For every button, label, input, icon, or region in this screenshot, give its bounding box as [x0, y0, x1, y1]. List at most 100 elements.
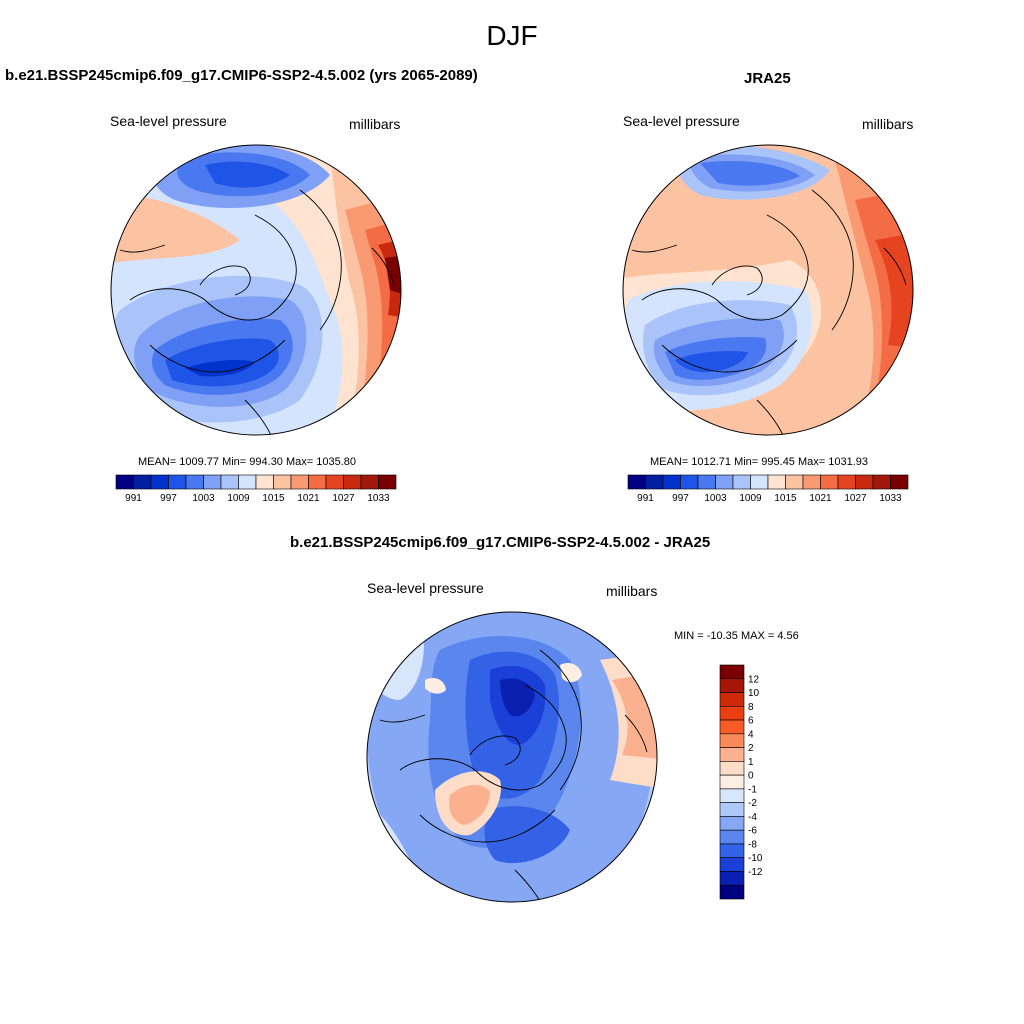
obs-colorbar-tick: 1021 — [809, 493, 832, 504]
obs-colorbar-box — [662, 474, 681, 490]
model-colorbar-box — [273, 474, 292, 490]
obs-colorbar-box — [645, 474, 664, 490]
diff-colorbar-box — [719, 747, 745, 762]
obs-colorbar-tick: 1015 — [774, 493, 797, 504]
obs-colorbar-box — [715, 474, 734, 490]
diff-colorbar-box — [719, 705, 745, 721]
model-colorbar-box — [238, 474, 257, 490]
obs-colorbar-box — [767, 474, 786, 490]
obs-colorbar-box — [802, 474, 821, 490]
obs-colorbar-box — [732, 474, 751, 490]
diff-colorbar-box — [719, 664, 745, 680]
obs-left-label: Sea-level pressure — [623, 113, 740, 129]
diff-colorbar-box — [719, 802, 745, 817]
diff-colorbar-tick: 8 — [748, 702, 754, 713]
model-colorbar: 991 997 1003 1009 1015 1021 1027 1033 — [115, 474, 397, 504]
diff-colorbar-tick: 2 — [748, 743, 754, 754]
obs-colorbar-tick: 997 — [672, 493, 689, 504]
model-colorbar-box — [325, 474, 344, 490]
diff-left-label: Sea-level pressure — [367, 580, 484, 596]
diff-slp-map — [366, 611, 658, 903]
model-colorbar-tick: 1027 — [332, 493, 355, 504]
obs-colorbar-box — [890, 474, 909, 490]
obs-units-label: millibars — [862, 116, 914, 132]
model-colorbar-box — [255, 474, 274, 490]
diff-colorbar-tick: 12 — [748, 674, 760, 685]
diff-colorbar-box — [719, 774, 745, 790]
diff-colorbar-tick: -6 — [748, 826, 757, 837]
diff-colorbar-tick: 0 — [748, 771, 754, 782]
diff-colorbar-tick: -10 — [748, 853, 763, 864]
model-colorbar-box — [203, 474, 222, 490]
diff-panel-title: b.e21.BSSP245cmip6.f09_g17.CMIP6-SSP2-4.… — [290, 534, 711, 551]
obs-colorbar-box — [697, 474, 716, 490]
model-colorbar-tick: 1033 — [367, 493, 390, 504]
diff-stats: MIN = -10.35 MAX = 4.56 — [674, 630, 799, 642]
diff-colorbar-box — [719, 884, 745, 900]
obs-colorbar-tick: 991 — [637, 493, 654, 504]
diff-colorbar-box — [719, 719, 745, 735]
obs-colorbar-tick: 1033 — [879, 493, 902, 504]
diff-colorbar-box — [719, 678, 745, 693]
diff-colorbar-box — [719, 829, 745, 845]
model-colorbar-box — [290, 474, 309, 490]
model-colorbar-tick: 997 — [160, 493, 177, 504]
diff-colorbar-tick: 10 — [748, 688, 760, 699]
model-colorbar-box — [378, 474, 397, 490]
obs-colorbar-tick: 1027 — [844, 493, 867, 504]
obs-colorbar: 991 997 1003 1009 1015 1021 1027 1033 — [627, 474, 909, 504]
diff-colorbar-box — [719, 871, 745, 886]
model-colorbar-box — [133, 474, 152, 490]
diff-colorbar-box — [719, 788, 745, 803]
obs-colorbar-box — [785, 474, 804, 490]
diff-colorbar-box — [719, 857, 745, 872]
model-colorbar-box — [308, 474, 327, 490]
model-colorbar-box — [168, 474, 187, 490]
obs-panel-title: JRA25 — [744, 70, 791, 87]
diff-colorbar-box — [719, 692, 745, 707]
model-colorbar-tick: 1021 — [297, 493, 320, 504]
model-colorbar-tick: 1015 — [262, 493, 285, 504]
obs-colorbar-box — [680, 474, 699, 490]
model-colorbar-tick: 1009 — [227, 493, 250, 504]
model-colorbar-box — [150, 474, 169, 490]
model-colorbar-tick: 1003 — [192, 493, 215, 504]
diff-colorbar-box — [719, 761, 745, 776]
diff-colorbar-tick: 6 — [748, 716, 754, 727]
diff-colorbar-tick: -8 — [748, 839, 757, 850]
obs-colorbar-box — [872, 474, 891, 490]
diff-colorbar-tick: -4 — [748, 812, 757, 823]
model-stats: MEAN= 1009.77 Min= 994.30 Max= 1035.80 — [138, 456, 357, 468]
obs-stats: MEAN= 1012.71 Min= 995.45 Max= 1031.93 — [650, 456, 869, 468]
model-colorbar-box — [185, 474, 204, 490]
model-units-label: millibars — [349, 116, 401, 132]
diff-colorbar-tick: -1 — [748, 784, 757, 795]
model-colorbar-box — [343, 474, 362, 490]
obs-slp-map — [622, 144, 914, 436]
model-left-label: Sea-level pressure — [110, 113, 227, 129]
diff-colorbar-box — [719, 816, 745, 831]
obs-colorbar-tick: 1009 — [739, 493, 762, 504]
model-colorbar-box — [360, 474, 379, 490]
obs-colorbar-tick: 1003 — [704, 493, 727, 504]
model-colorbar-box — [220, 474, 239, 490]
diff-colorbar-box — [719, 843, 745, 859]
diff-colorbar-tick: -12 — [748, 867, 763, 878]
model-slp-map — [110, 144, 402, 436]
obs-colorbar-box — [820, 474, 839, 490]
diff-colorbar-tick: 1 — [748, 757, 754, 768]
season-title: DJF — [486, 20, 538, 51]
obs-colorbar-box — [855, 474, 874, 490]
model-colorbar-tick: 991 — [125, 493, 142, 504]
diff-colorbar-box — [719, 733, 745, 748]
diff-colorbar-tick: 4 — [748, 729, 754, 740]
model-panel-title: b.e21.BSSP245cmip6.f09_g17.CMIP6-SSP2-4.… — [5, 67, 478, 84]
model-colorbar-box — [115, 474, 134, 490]
obs-colorbar-box — [627, 474, 646, 490]
diff-units-label: millibars — [606, 583, 658, 599]
diff-colorbar-tick: -2 — [748, 798, 757, 809]
obs-colorbar-box — [837, 474, 856, 490]
obs-colorbar-box — [750, 474, 769, 490]
